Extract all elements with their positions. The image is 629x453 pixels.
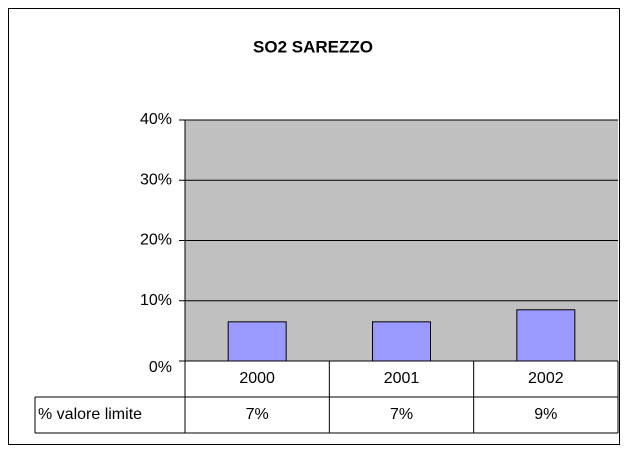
table-value: 7%: [390, 406, 413, 423]
y-tick-label: 20%: [140, 232, 172, 249]
x-tick-label: 2002: [528, 370, 564, 387]
table-row-label: % valore limite: [38, 406, 142, 423]
bar: [227, 321, 287, 362]
y-tick-label: 40%: [140, 111, 172, 128]
table-value: 7%: [246, 406, 269, 423]
y-tick-label: 0%: [149, 359, 172, 376]
chart-title: SO2 SAREZZO: [253, 37, 373, 56]
y-tick-label: 30%: [140, 171, 172, 188]
y-tick-label: 10%: [140, 292, 172, 309]
table-value: 9%: [534, 406, 557, 423]
bar: [372, 321, 431, 362]
bar: [516, 309, 576, 362]
x-tick-label: 2000: [239, 370, 275, 387]
x-tick-label: 2001: [384, 370, 420, 387]
